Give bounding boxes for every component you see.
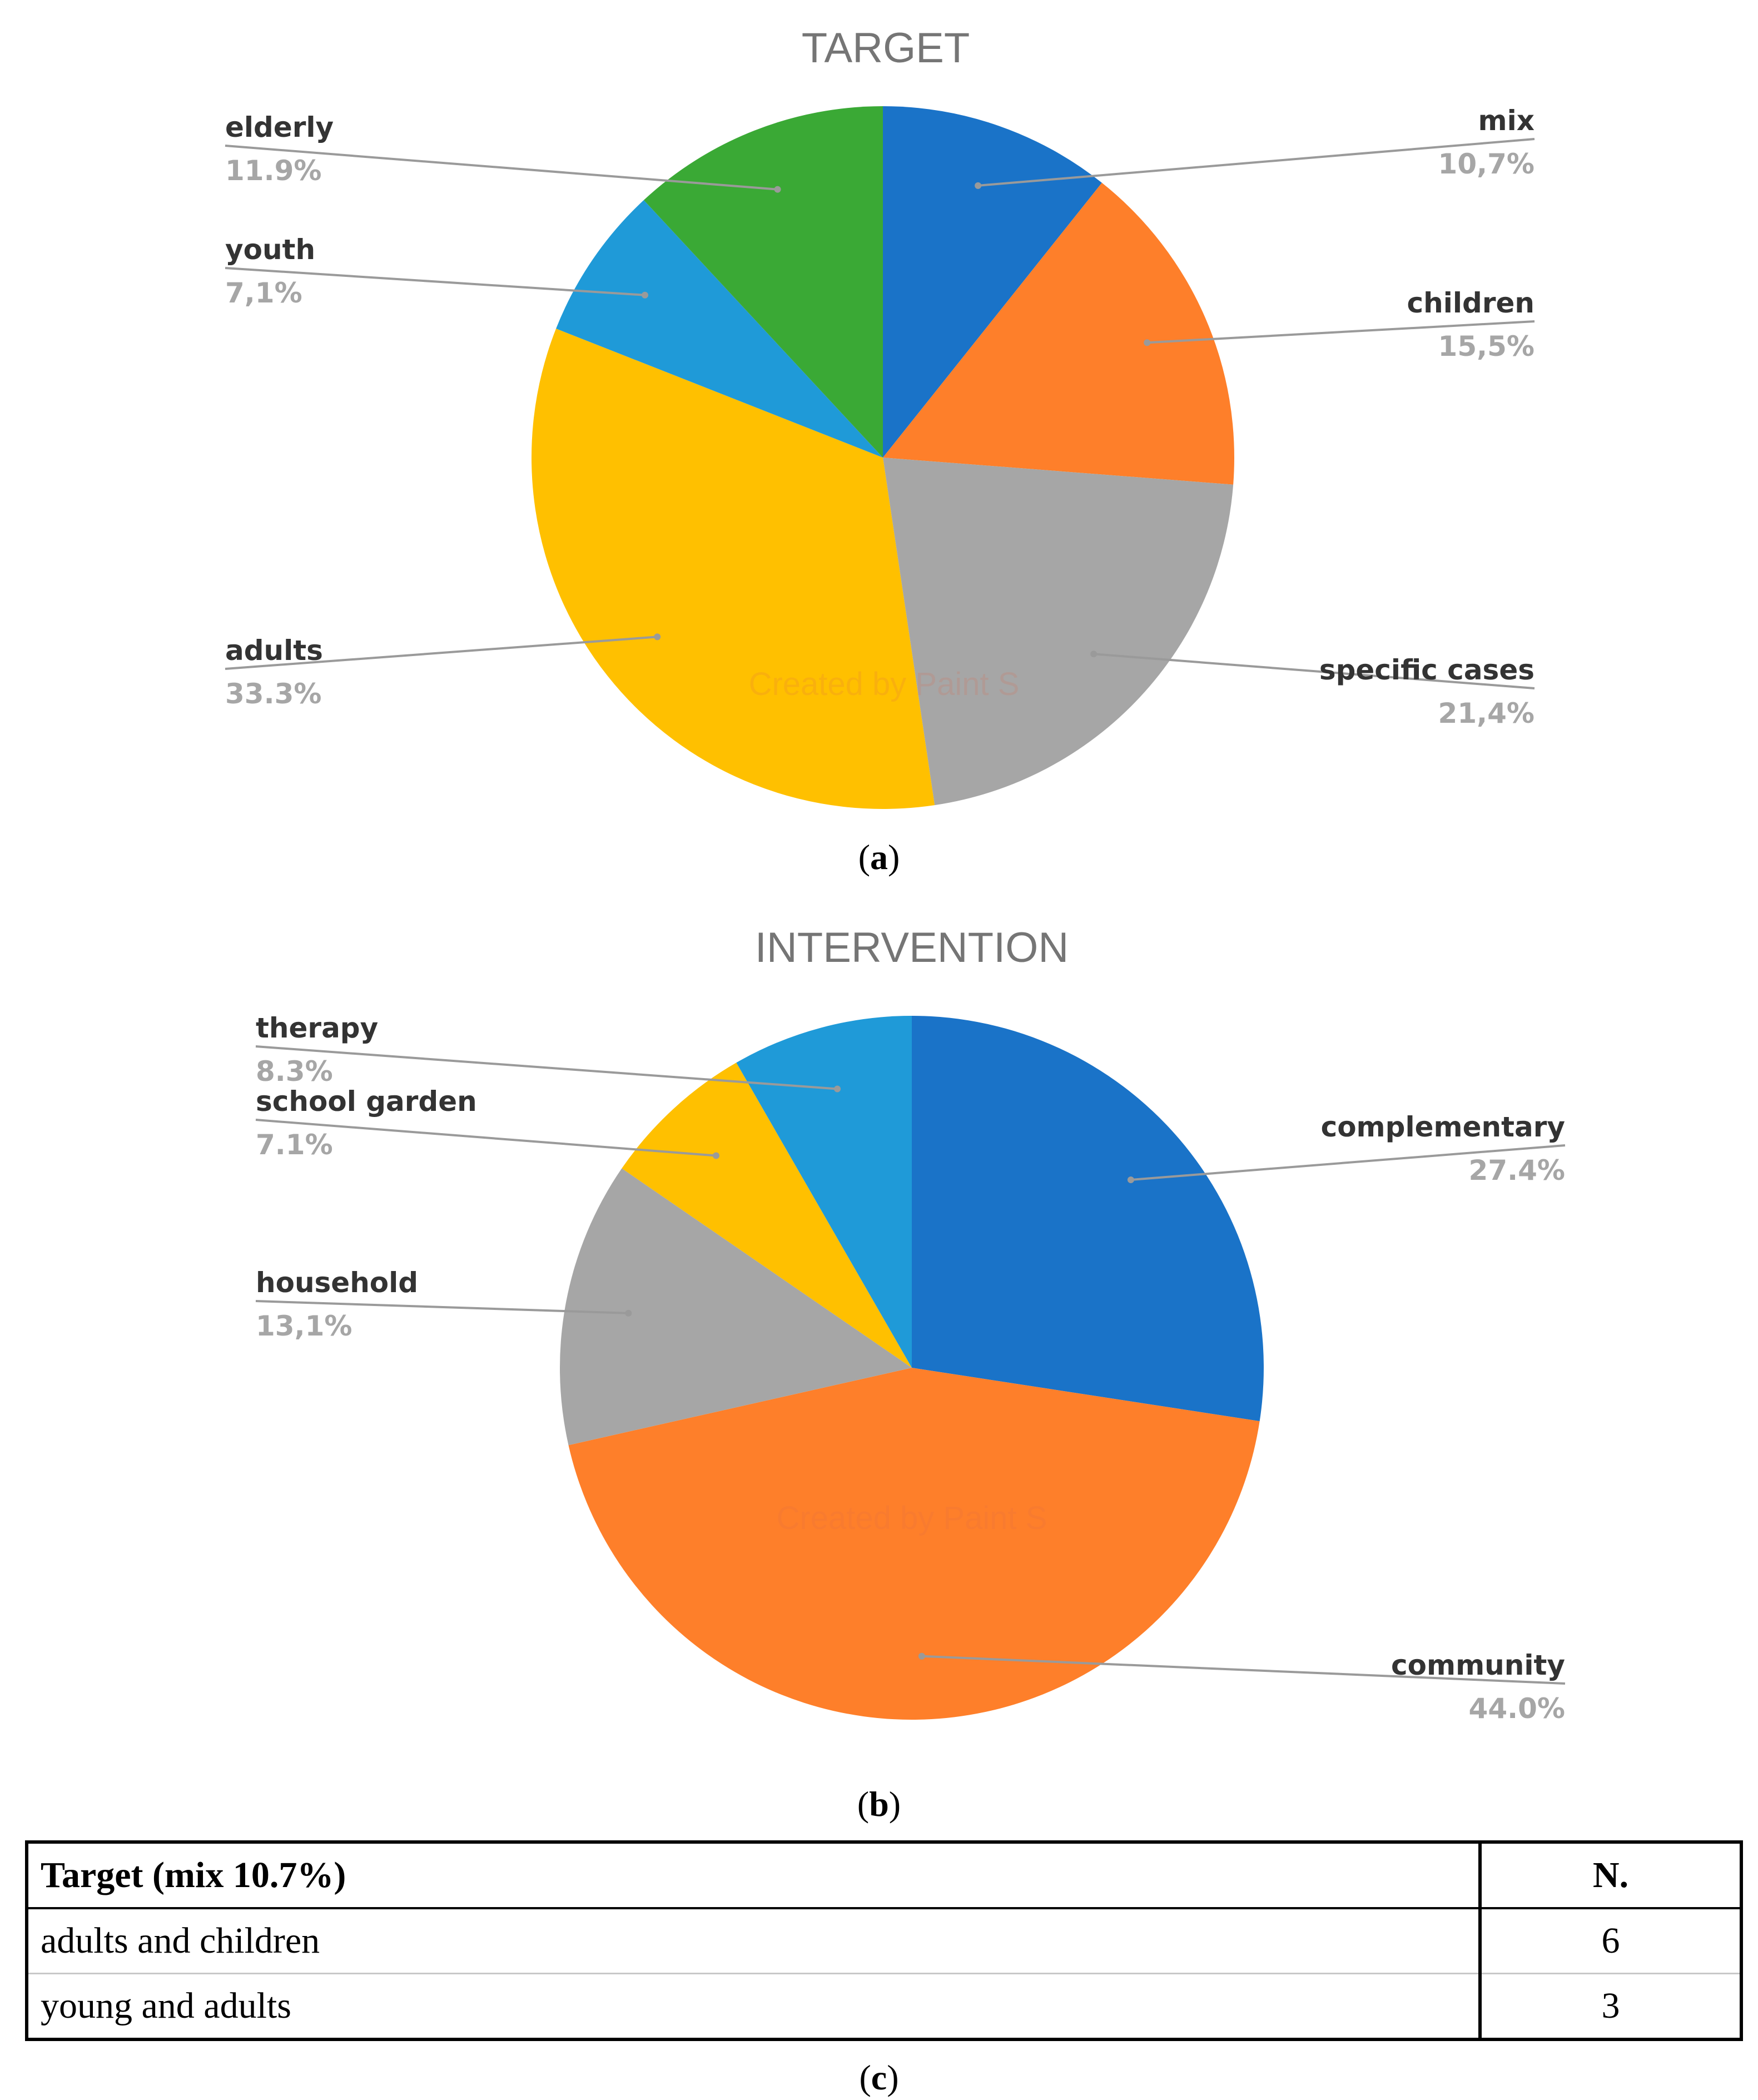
pie-slice-household	[560, 1168, 912, 1446]
slice-value-complementary: 27.4%	[1469, 1154, 1565, 1186]
slice-label-mix: mix	[1478, 105, 1535, 137]
pie-slice-therapy	[736, 1016, 912, 1368]
target-chart-title: TARGET	[802, 24, 970, 72]
pie-slice-specific-cases	[883, 458, 1234, 806]
slice-label-youth: youth	[225, 234, 315, 266]
table-cell-target: young and adults	[41, 1985, 291, 2026]
slice-value-community: 44.0%	[1469, 1692, 1565, 1725]
leader-line-therapy	[255, 1045, 838, 1090]
slice-label-community: community	[1391, 1649, 1565, 1681]
leader-line-mix	[977, 138, 1535, 187]
slice-value-specific-cases: 21,4%	[1438, 697, 1534, 729]
leader-line-specific-cases	[1094, 653, 1535, 689]
panel-b-caption: (b)	[857, 1784, 901, 1824]
slice-label-adults: adults	[225, 634, 323, 667]
target-watermark: Created by Paint S	[749, 666, 1020, 702]
slice-value-adults: 33.3%	[225, 678, 321, 710]
pie-slice-complementary	[912, 1016, 1264, 1422]
panel-c-letter: c	[871, 2058, 887, 2097]
slice-value-children: 15,5%	[1438, 330, 1534, 363]
leader-dot-mix	[975, 182, 982, 189]
panel-b-letter: b	[869, 1784, 889, 1824]
table-cell-n: 6	[1478, 1908, 1741, 1974]
leader-line-community	[921, 1655, 1566, 1685]
intervention-pie-slices	[560, 1016, 1264, 1720]
pie-slice-mix	[883, 106, 1102, 458]
table-header-row: Target (mix 10.7%) N.	[27, 1842, 1741, 1910]
leader-line-youth	[225, 267, 645, 296]
slice-label-household: household	[256, 1267, 418, 1299]
slice-value-mix: 10,7%	[1438, 148, 1534, 180]
target-pie-labels: mix 10,7% children 15,5% specific cases 21,4%…	[225, 105, 1535, 729]
table-cell-target: adults and children	[27, 1908, 1480, 1974]
leader-dot-youth	[642, 291, 649, 299]
pie-slice-children	[883, 182, 1234, 485]
leader-line-elderly	[225, 145, 778, 191]
pie-slice-school-garden	[622, 1063, 912, 1368]
leader-dot-specific-cases	[1090, 651, 1097, 658]
pie-slice-youth	[556, 200, 883, 458]
slice-value-school-garden: 7.1%	[256, 1129, 333, 1161]
leader-line-children	[1147, 320, 1535, 344]
intervention-chart-title: INTERVENTION	[755, 924, 1069, 971]
leader-dot-therapy	[834, 1085, 841, 1093]
leader-line-adults	[225, 636, 658, 670]
intervention-watermark: Created by Paint S	[777, 1500, 1047, 1536]
leader-dot-community	[918, 1652, 925, 1660]
slice-label-therapy: therapy	[256, 1012, 378, 1044]
slice-label-school-garden: school garden	[256, 1085, 477, 1118]
target-pie-slices	[531, 106, 1234, 809]
table-header-n: N.	[1478, 1842, 1741, 1910]
leader-dot-school-garden	[712, 1152, 719, 1159]
pie-slice-elderly	[643, 106, 883, 458]
leader-dot-household	[625, 1309, 632, 1317]
leader-dot-children	[1144, 339, 1151, 346]
slice-label-elderly: elderly	[225, 111, 334, 143]
table-row: young and adults 3	[27, 1973, 1741, 2039]
intervention-pie-labels: complementary 27.4% community 44.0% househol…	[255, 1012, 1566, 1725]
leader-dot-complementary	[1127, 1176, 1134, 1183]
leader-line-household	[255, 1300, 629, 1314]
leader-dot-adults	[654, 633, 661, 641]
slice-label-specific-cases: specific cases	[1319, 654, 1534, 686]
slice-value-therapy: 8.3%	[256, 1055, 333, 1088]
slice-value-household: 13,1%	[256, 1310, 352, 1342]
target-mix-table: Target (mix 10.7%) N. adults and childre…	[25, 1840, 1743, 2041]
leader-dot-elderly	[774, 186, 781, 193]
table-header-target: Target (mix 10.7%)	[27, 1842, 1480, 1910]
panel-a-letter: a	[870, 837, 888, 877]
leader-line-complementary	[1130, 1144, 1566, 1181]
table-row: adults and children 6	[27, 1908, 1741, 1974]
table-cell-n: 3	[1478, 1973, 1741, 2039]
slice-value-youth: 7,1%	[225, 277, 302, 309]
leader-line-school-garden	[255, 1119, 717, 1157]
pie-slice-community	[568, 1368, 1260, 1720]
pie-slice-adults	[531, 329, 935, 809]
panel-a-caption: (a)	[858, 837, 900, 877]
slice-label-complementary: complementary	[1321, 1111, 1565, 1143]
slice-label-children: children	[1407, 287, 1534, 319]
panel-c-caption: (c)	[859, 2058, 899, 2097]
target-pie-chart: TARGET mix 10,7% children 15,5% specific cas…	[225, 24, 1535, 809]
slice-value-elderly: 11.9%	[225, 155, 321, 187]
intervention-pie-chart: INTERVENTION complementary 27.4% community…	[255, 924, 1566, 1725]
